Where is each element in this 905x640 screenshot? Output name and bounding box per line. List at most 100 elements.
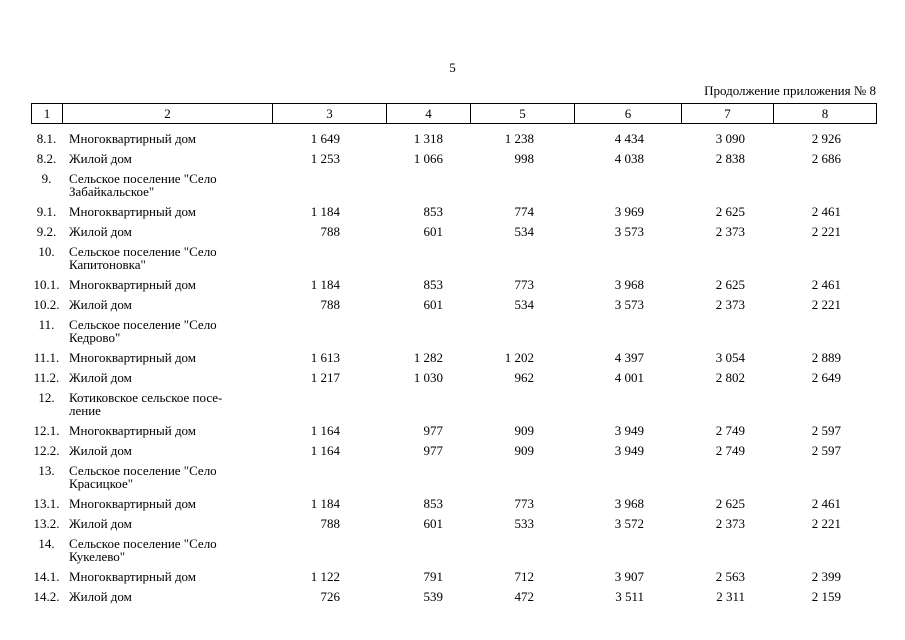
cell-value bbox=[386, 241, 470, 274]
row-name: Сельское поселение "Село Кукелево" bbox=[69, 535, 217, 564]
cell-value: 1 613 bbox=[310, 349, 340, 365]
page-number: 5 bbox=[449, 60, 456, 75]
row-name: Жилой дом bbox=[69, 515, 132, 531]
column-header: 7 bbox=[681, 103, 774, 124]
row-number: 9. bbox=[41, 170, 52, 186]
table-row: 10. Сельское поселение "Село Капитоновка" bbox=[31, 241, 876, 274]
cell-value bbox=[470, 460, 574, 493]
cell-value: 1 030 bbox=[413, 369, 443, 385]
column-header: 3 bbox=[272, 103, 387, 124]
row-name: Многоквартирный дом bbox=[69, 276, 197, 292]
row-name: Многоквартирный дом bbox=[69, 203, 197, 219]
table-row: 12.2. Жилой дом 1 164 977 909 3 949 2 749 2 597 bbox=[31, 440, 876, 460]
cell-value: 977 bbox=[423, 422, 444, 438]
cell-value: 2 838 bbox=[715, 150, 745, 166]
table-row: 13.1. Многоквартирный дом 1 184 853 773 3 968… bbox=[31, 493, 876, 513]
cell-value: 601 bbox=[423, 515, 444, 531]
row-name: Жилой дом bbox=[69, 369, 132, 385]
cell-value bbox=[386, 314, 470, 347]
cell-value bbox=[681, 241, 773, 274]
cell-value bbox=[773, 533, 876, 566]
cell-value: 726 bbox=[320, 588, 341, 604]
cell-value: 2 563 bbox=[715, 568, 745, 584]
cell-value: 1 253 bbox=[310, 150, 340, 166]
row-number: 13. bbox=[38, 462, 55, 478]
table-row: 9. Сельское поселение "Село Забайкальское… bbox=[31, 168, 876, 201]
cell-value: 1 649 bbox=[310, 130, 340, 146]
cell-value bbox=[773, 168, 876, 201]
cell-value: 2 686 bbox=[811, 150, 841, 166]
cell-value: 4 397 bbox=[614, 349, 644, 365]
cell-value bbox=[386, 533, 470, 566]
row-name: Жилой дом bbox=[69, 588, 132, 604]
cell-value bbox=[470, 241, 574, 274]
row-number: 13.1. bbox=[33, 495, 60, 511]
table-row: 11.2. Жилой дом 1 217 1 030 962 4 001 2 802 2 6… bbox=[31, 367, 876, 387]
row-name: Жилой дом bbox=[69, 442, 132, 458]
row-number: 14. bbox=[38, 535, 55, 551]
cell-value bbox=[574, 387, 681, 420]
cell-value: 3 090 bbox=[715, 130, 745, 146]
cell-value: 3 572 bbox=[614, 515, 644, 531]
row-name: Сельское поселение "Село Красицкое" bbox=[69, 462, 217, 491]
cell-value: 788 bbox=[320, 515, 341, 531]
column-header: 4 bbox=[386, 103, 471, 124]
cell-value: 4 038 bbox=[614, 150, 644, 166]
cell-value: 1 164 bbox=[310, 422, 340, 438]
cell-value: 2 889 bbox=[811, 349, 841, 365]
cell-value: 977 bbox=[423, 442, 444, 458]
cell-value bbox=[386, 387, 470, 420]
table-row: 13.2. Жилой дом 788 601 533 3 572 2 373 2 221 bbox=[31, 513, 876, 533]
row-number: 13.2. bbox=[33, 515, 60, 531]
column-header: 6 bbox=[574, 103, 682, 124]
cell-value: 3 573 bbox=[614, 296, 644, 312]
cell-value: 1 164 bbox=[310, 442, 340, 458]
row-number: 10.1. bbox=[33, 276, 60, 292]
cell-value bbox=[574, 314, 681, 347]
cell-value: 2 749 bbox=[715, 422, 745, 438]
cell-value bbox=[470, 387, 574, 420]
cell-value: 2 221 bbox=[811, 296, 841, 312]
row-name: Сельское поселение "Село Капитоновка" bbox=[69, 243, 217, 272]
cell-value bbox=[386, 460, 470, 493]
cell-value: 2 461 bbox=[811, 203, 841, 219]
row-name: Многоквартирный дом bbox=[69, 349, 197, 365]
cell-value: 962 bbox=[514, 369, 535, 385]
cell-value: 2 597 bbox=[811, 422, 841, 438]
row-number: 14.1. bbox=[33, 568, 60, 584]
cell-value: 1 184 bbox=[310, 276, 340, 292]
cell-value: 601 bbox=[423, 223, 444, 239]
table-row: 14.2. Жилой дом 726 539 472 3 511 2 311 2 159 bbox=[31, 586, 876, 606]
table-body: 8.1. Многоквартирный дом 1 649 1 318 1 238 4 … bbox=[31, 128, 876, 606]
cell-value: 788 bbox=[320, 223, 341, 239]
row-name: Жилой дом bbox=[69, 296, 132, 312]
cell-value: 2 373 bbox=[715, 223, 745, 239]
cell-value: 2 649 bbox=[811, 369, 841, 385]
cell-value: 853 bbox=[423, 203, 444, 219]
cell-value: 773 bbox=[514, 276, 535, 292]
cell-value bbox=[681, 533, 773, 566]
cell-value bbox=[470, 533, 574, 566]
row-number: 11.1. bbox=[33, 349, 60, 365]
table-row: 11. Сельское поселение "Село Кедрово" bbox=[31, 314, 876, 347]
row-number: 9.1. bbox=[36, 203, 57, 219]
row-number: 12. bbox=[38, 389, 55, 405]
cell-value: 1 184 bbox=[310, 203, 340, 219]
table-row: 10.1. Многоквартирный дом 1 184 853 773 3 968… bbox=[31, 274, 876, 294]
cell-value bbox=[681, 314, 773, 347]
cell-value: 2 373 bbox=[715, 515, 745, 531]
caption: Продолжение приложения № 8 bbox=[704, 83, 876, 98]
cell-value: 2 926 bbox=[811, 130, 841, 146]
cell-value bbox=[272, 460, 386, 493]
cell-value: 539 bbox=[423, 588, 444, 604]
row-number: 12.1. bbox=[33, 422, 60, 438]
cell-value: 2 625 bbox=[715, 203, 745, 219]
cell-value: 1 217 bbox=[310, 369, 340, 385]
table-row: 8.2. Жилой дом 1 253 1 066 998 4 038 2 838 2 68… bbox=[31, 148, 876, 168]
cell-value: 712 bbox=[514, 568, 535, 584]
cell-value bbox=[681, 168, 773, 201]
cell-value: 2 461 bbox=[811, 276, 841, 292]
cell-value: 2 625 bbox=[715, 495, 745, 511]
cell-value: 3 968 bbox=[614, 276, 644, 292]
